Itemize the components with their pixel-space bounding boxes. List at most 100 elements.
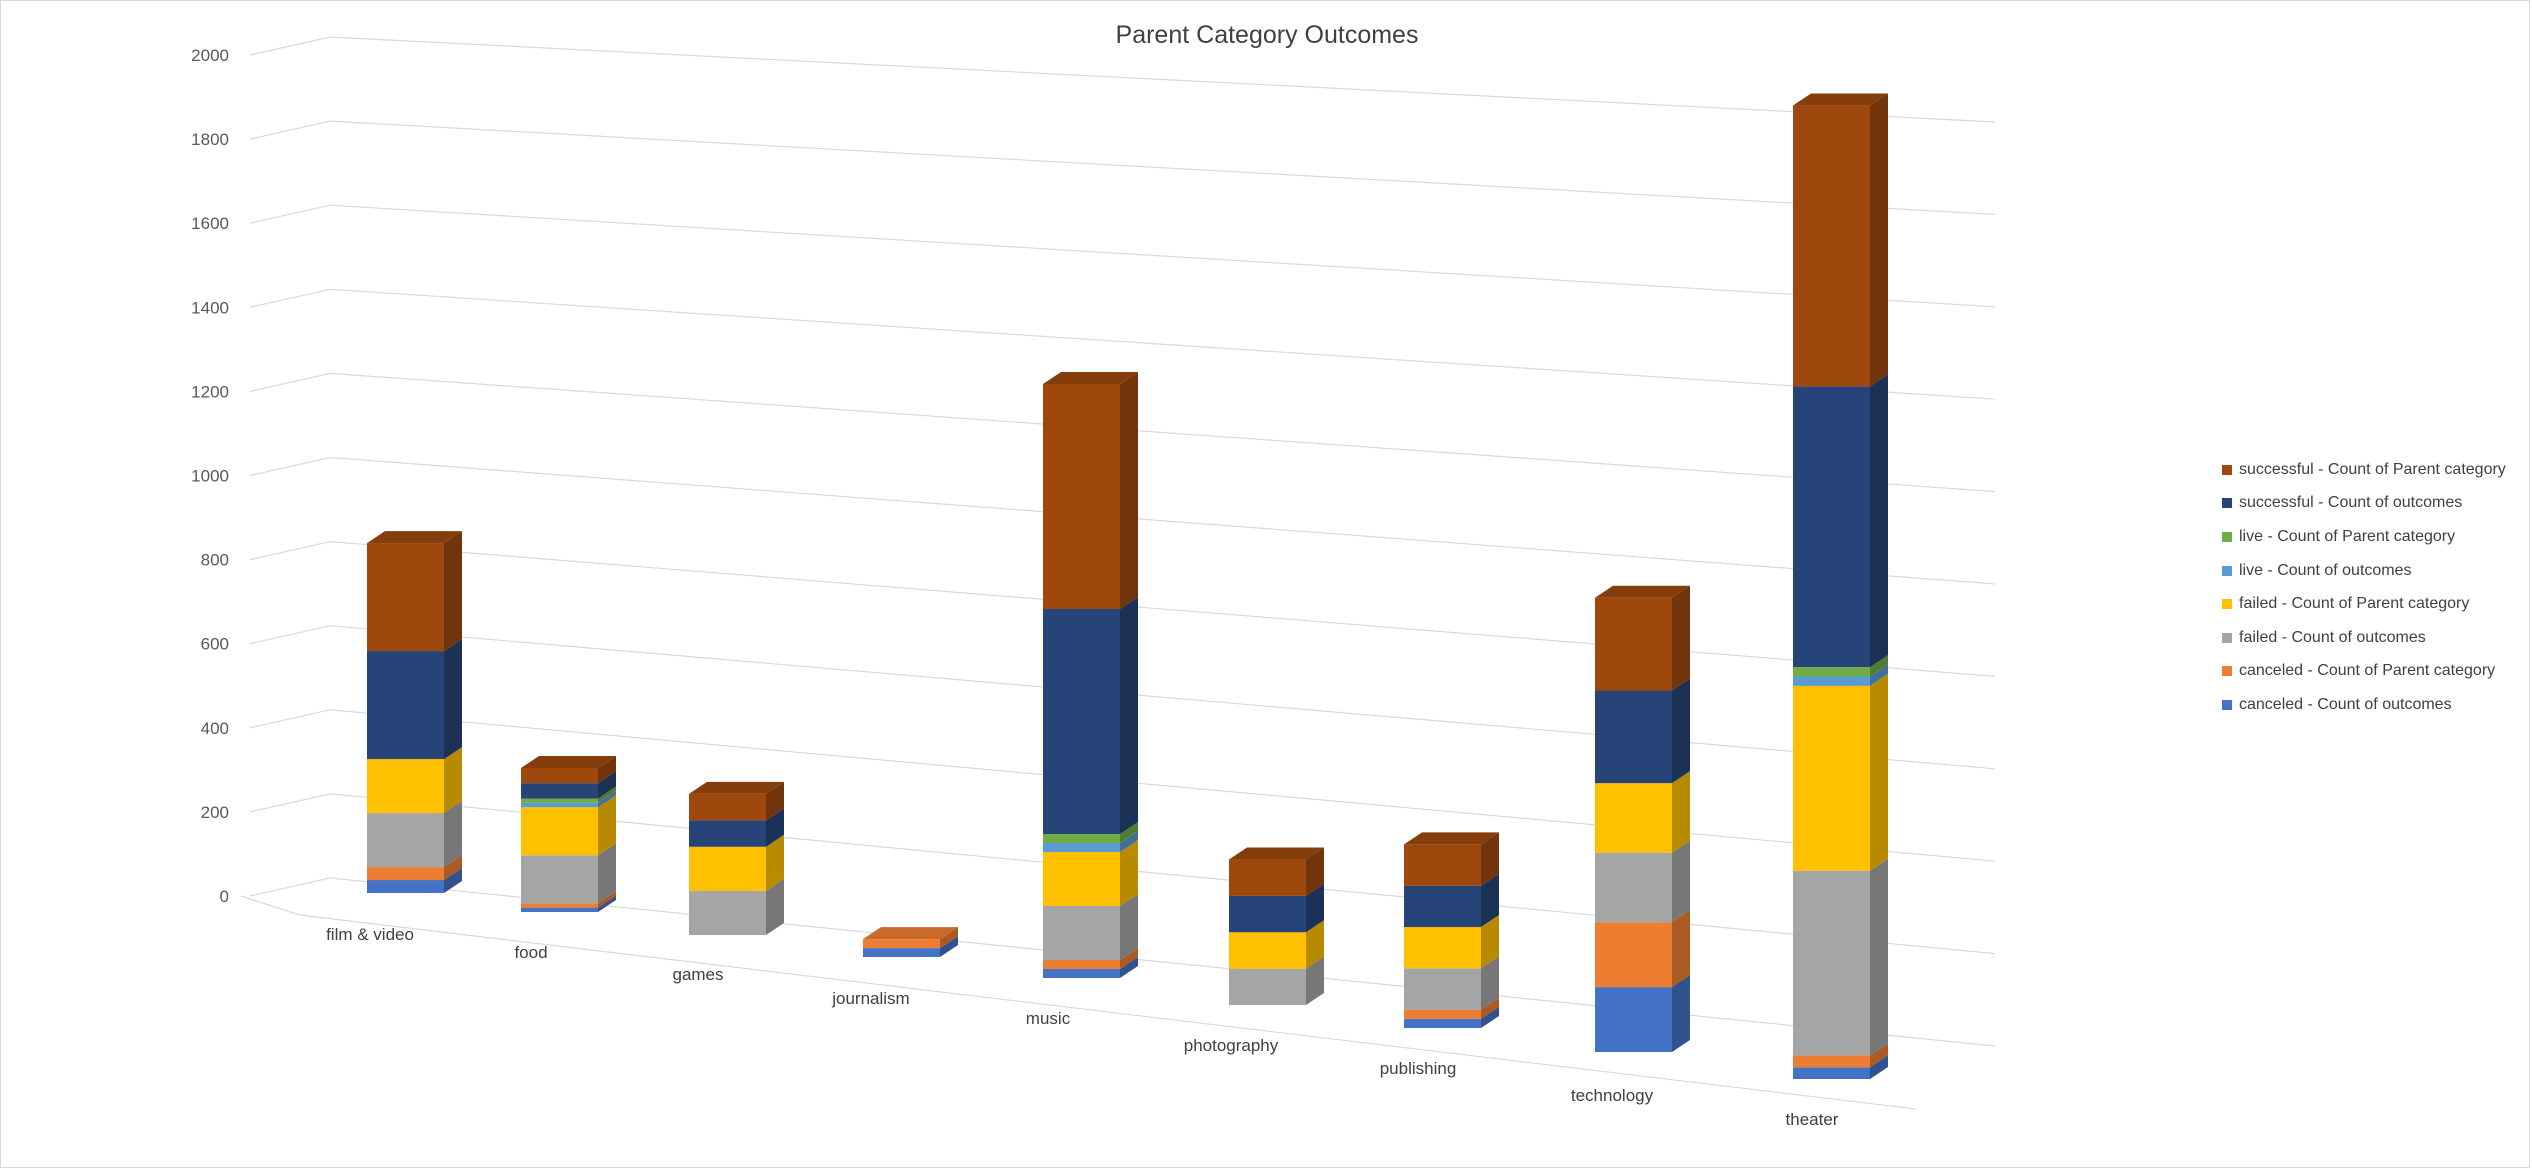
legend-label: live - Count of Parent category xyxy=(2239,527,2456,545)
legend-entry: successful - Count of Parent category xyxy=(2222,453,2522,487)
legend-label: failed - Count of Parent category xyxy=(2239,595,2470,613)
bar-segment-front xyxy=(689,793,766,821)
legend-swatch xyxy=(2222,498,2232,509)
bar-segment xyxy=(367,868,462,893)
y-tick-label: 1000 xyxy=(191,467,229,486)
bar-segment xyxy=(521,795,616,856)
bar-segment-side xyxy=(444,868,462,893)
bar-segment-front xyxy=(1793,386,1870,668)
bar-segment-front xyxy=(367,867,444,881)
y-tick-label: 0 xyxy=(220,887,229,906)
legend-entry: successful - Count of outcomes xyxy=(2222,487,2522,521)
bar-segment-front xyxy=(1793,685,1870,871)
bar-segment xyxy=(1229,956,1324,1005)
bar-segment xyxy=(689,808,784,847)
bar-segment-side xyxy=(1870,93,1888,387)
legend-label: failed - Count of outcomes xyxy=(2239,628,2426,646)
bar-segment xyxy=(521,786,616,803)
bar-segment-side xyxy=(766,808,784,847)
y-tick-label: 1800 xyxy=(191,130,229,149)
gridline xyxy=(249,456,1996,585)
bar-segment-side xyxy=(1672,975,1690,1052)
bar-segment-side xyxy=(598,755,616,784)
gridline xyxy=(249,36,1996,123)
bar-segment-front xyxy=(367,759,444,814)
category-label: food xyxy=(514,943,547,962)
y-tick-label: 1400 xyxy=(191,298,229,317)
chart-title: Parent Category Outcomes xyxy=(1116,21,1419,49)
x-axis-labels: film & video food games journalism music phot… xyxy=(326,925,1839,1129)
bar-segment xyxy=(1404,873,1499,928)
bar-segment-front xyxy=(1404,844,1481,886)
bar-segment-front xyxy=(689,846,766,891)
category-label: publishing xyxy=(1380,1059,1457,1078)
bar-segment xyxy=(863,927,958,949)
bar-segment-side xyxy=(1481,997,1499,1019)
bar-segment-front xyxy=(521,783,598,799)
bar-segment xyxy=(521,790,616,808)
bar-segment xyxy=(1595,910,1690,988)
bar-segment-front xyxy=(1404,927,1481,969)
bar-segment-side xyxy=(598,795,616,856)
bar-segment-side xyxy=(1672,585,1690,691)
bar-segment-front xyxy=(367,543,444,652)
bar-segment-front xyxy=(521,807,598,856)
category-label: games xyxy=(672,965,723,984)
bar-segment-side xyxy=(1870,664,1888,686)
bar-segment xyxy=(1793,858,1888,1056)
bar-segment-front xyxy=(1793,105,1870,387)
bar-segment xyxy=(1043,822,1138,843)
bar-segment-front xyxy=(1404,885,1481,928)
bar-segment-front xyxy=(1043,609,1120,834)
bar-segment-side xyxy=(940,936,958,957)
bar-segment-front xyxy=(367,880,444,893)
bar-segment-side xyxy=(1870,655,1888,677)
bar-segment xyxy=(367,531,462,652)
bar-segment-side xyxy=(1481,1006,1499,1028)
bar-segment xyxy=(521,843,616,904)
bar-segment xyxy=(521,895,616,912)
bar-segment-front xyxy=(863,948,940,957)
bar-segment xyxy=(1595,678,1690,784)
bar-segment-side xyxy=(1672,910,1690,988)
bar-segment-front xyxy=(367,651,444,760)
bar-segment xyxy=(863,936,958,957)
bar-segment-side xyxy=(1120,840,1138,906)
y-axis-ticks: 0 200 400 600 800 1000 1200 1400 1600 1800 2000 xyxy=(191,46,229,906)
bar-segment-front xyxy=(1229,895,1306,933)
bar-segment xyxy=(1404,832,1499,886)
bar-segment-side xyxy=(1481,873,1499,928)
gridline xyxy=(249,120,1996,215)
bar-segment xyxy=(1793,1043,1888,1068)
bar-segment xyxy=(1229,847,1324,896)
bar-segment xyxy=(367,855,462,881)
bar-segment-front xyxy=(1043,960,1120,969)
gridline xyxy=(249,709,1996,862)
bar-segment-front xyxy=(1793,676,1870,686)
gridline xyxy=(249,288,1996,400)
legend-swatch xyxy=(2222,599,2232,610)
bar-segment-side xyxy=(444,531,462,652)
bar-segment-side xyxy=(1481,915,1499,969)
y-tick-label: 400 xyxy=(201,719,229,738)
bar-segment xyxy=(1793,93,1888,387)
bar-segment-side xyxy=(1120,372,1138,609)
legend-label: canceled - Count of Parent category xyxy=(2239,662,2496,680)
bar-segment-side xyxy=(444,639,462,760)
legend-entry: canceled - Count of Parent category xyxy=(2222,655,2522,689)
bar-segment-side xyxy=(1870,374,1888,668)
legend-label: successful - Count of Parent category xyxy=(2239,460,2506,478)
bar-segment xyxy=(1404,915,1499,969)
bar-segment xyxy=(1793,374,1888,668)
gridline xyxy=(249,372,1996,493)
bar-segment-front xyxy=(1595,597,1672,691)
bar-segment-side xyxy=(444,855,462,881)
bar-segment-front xyxy=(1793,667,1870,677)
bar-segment xyxy=(1595,771,1690,853)
bar-segment-front xyxy=(1404,1009,1481,1019)
bar-segment xyxy=(367,801,462,868)
y-tick-label: 200 xyxy=(201,803,229,822)
bar-segment xyxy=(1043,831,1138,852)
bar-segment-side xyxy=(598,771,616,799)
